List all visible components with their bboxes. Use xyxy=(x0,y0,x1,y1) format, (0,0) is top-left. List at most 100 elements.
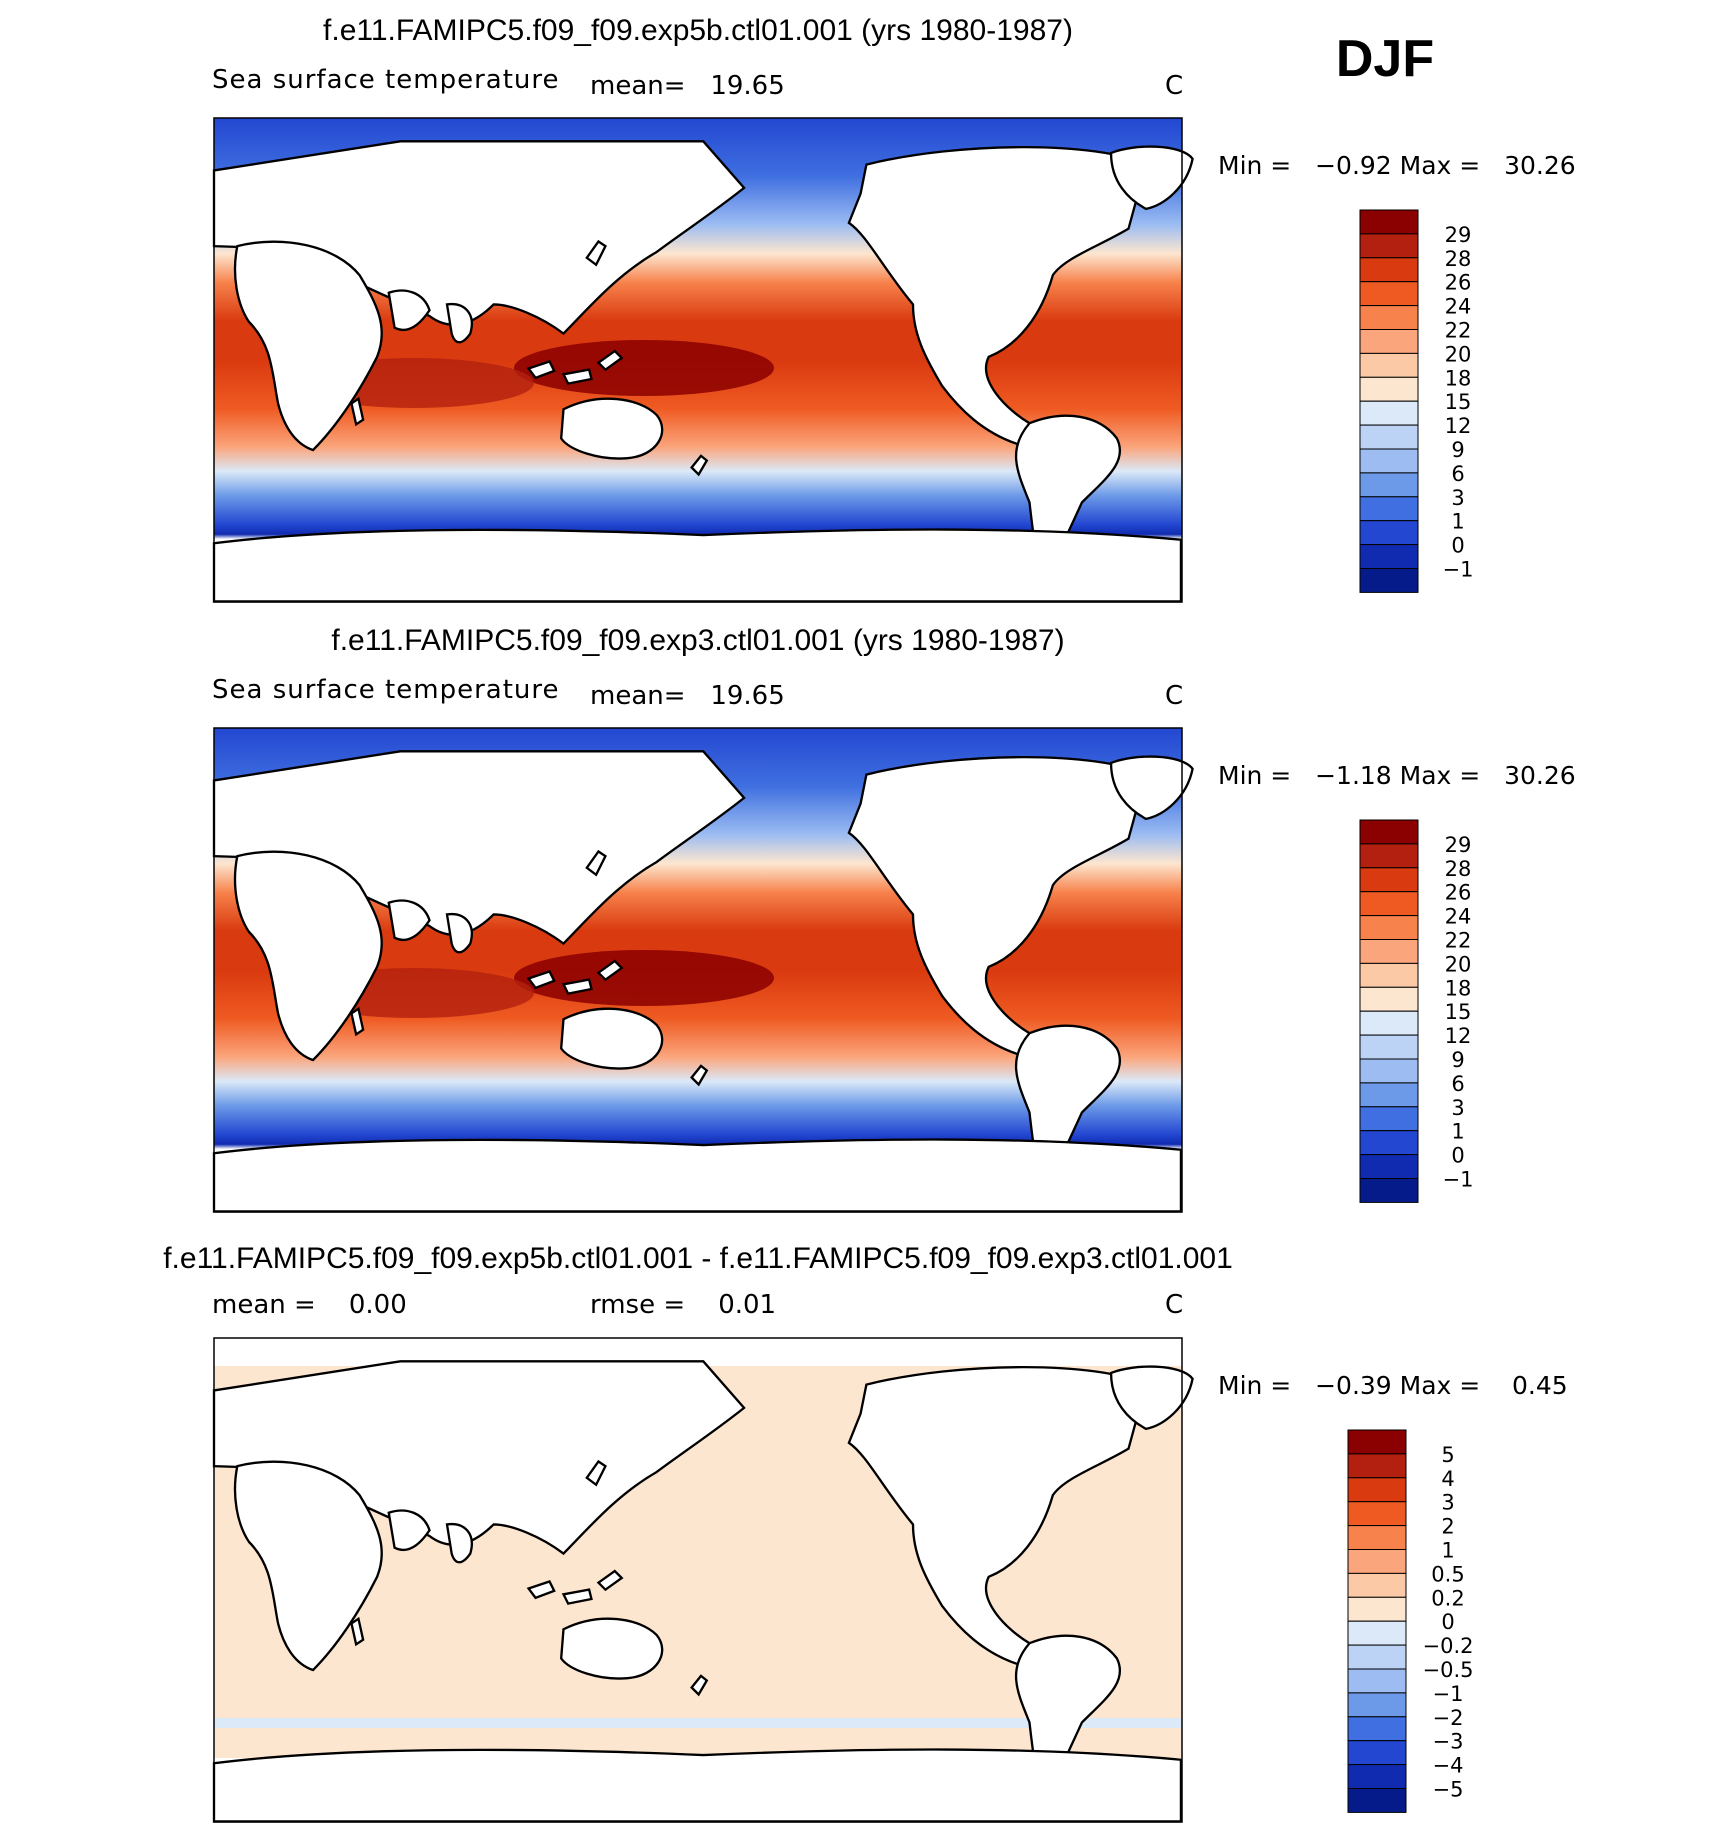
colorbar-cell xyxy=(1347,1620,1407,1646)
colorbar-cell xyxy=(1359,939,1419,964)
minmax-label: Min = −0.39 Max = 0.45 xyxy=(1218,1371,1568,1400)
colorbar-tick-label: 26 xyxy=(1445,271,1472,295)
colorbar-tick-label: 4 xyxy=(1441,1467,1454,1491)
rmse-label: rmse = 0.01 xyxy=(590,1290,776,1320)
colorbar-tick-label: −3 xyxy=(1433,1730,1464,1754)
colorbar-cell xyxy=(1359,867,1419,893)
colorbar-tick-label: 24 xyxy=(1445,295,1472,319)
colorbar-cell xyxy=(1359,305,1419,331)
mean-label: mean= 19.65 xyxy=(590,681,785,711)
colorbar-cell xyxy=(1359,257,1419,283)
minmax-label: Min = −1.18 Max = 30.26 xyxy=(1218,761,1576,790)
colorbar-cell xyxy=(1359,962,1419,988)
map-panel xyxy=(212,727,1194,1213)
colorbar-cell xyxy=(1359,496,1419,522)
colorbar-cell xyxy=(1359,520,1419,546)
colorbar-cell xyxy=(1359,1106,1419,1132)
colorbar-cell xyxy=(1347,1668,1407,1694)
colorbar-cell xyxy=(1359,1082,1419,1108)
southern-band xyxy=(214,1718,1182,1728)
colorbar-tick-label: 12 xyxy=(1445,1024,1472,1048)
map-frame xyxy=(213,727,1183,1213)
colorbar-tick-label: 0.2 xyxy=(1431,1586,1464,1610)
colorbar-tick-label: 22 xyxy=(1445,929,1472,953)
colorbar-tick-label: 15 xyxy=(1445,1000,1472,1024)
colorbar-cell xyxy=(1359,915,1419,940)
colorbar-tick-label: 3 xyxy=(1451,486,1464,510)
colorbar-cell xyxy=(1359,1058,1419,1084)
colorbar-tick-label: 20 xyxy=(1445,952,1472,976)
colorbar-tick-label: 26 xyxy=(1445,881,1472,905)
colorbar-cell xyxy=(1359,329,1419,354)
colorbar-cell xyxy=(1347,1644,1407,1670)
panel-1: f.e11.FAMIPC5.f09_f09.exp5b.ctl01.001 (y… xyxy=(212,14,1576,603)
map-frame xyxy=(213,117,1183,603)
colorbar-tick-label: 20 xyxy=(1445,342,1472,366)
colorbar-tick-label: 15 xyxy=(1445,390,1472,414)
panel-title: f.e11.FAMIPC5.f09_f09.exp3.ctl01.001 (yr… xyxy=(331,624,1064,657)
colorbar-tick-label: 6 xyxy=(1451,462,1464,486)
colorbar-tick-label: 1 xyxy=(1451,510,1464,534)
colorbar-cell xyxy=(1359,819,1419,845)
colorbar-cell xyxy=(1359,1178,1419,1203)
colorbar-tick-label: 0 xyxy=(1441,1610,1454,1634)
colorbar-cell xyxy=(1359,448,1419,474)
colorbar-tick-label: −1 xyxy=(1443,1168,1474,1192)
colorbar-tick-label: 18 xyxy=(1445,366,1472,390)
colorbar-cell xyxy=(1359,843,1419,869)
colorbar-cell xyxy=(1347,1429,1407,1455)
colorbar-cell xyxy=(1347,1477,1407,1503)
colorbar-cell xyxy=(1347,1549,1407,1574)
colorbar-cell xyxy=(1359,233,1419,259)
colorbar-cell xyxy=(1359,424,1419,450)
colorbar-cell xyxy=(1359,1130,1419,1156)
panel-title: f.e11.FAMIPC5.f09_f09.exp5b.ctl01.001 (y… xyxy=(323,14,1073,47)
units-label: C xyxy=(1165,1290,1183,1320)
colorbar-tick-label: −1 xyxy=(1443,558,1474,582)
variable-label: Sea surface temperature xyxy=(212,675,559,705)
colorbar-tick-label: −5 xyxy=(1433,1778,1464,1802)
colorbar-cell xyxy=(1347,1572,1407,1598)
colorbar-tick-label: 1 xyxy=(1451,1120,1464,1144)
colorbar-tick-label: 3 xyxy=(1451,1096,1464,1120)
colorbar-cell xyxy=(1359,472,1419,498)
colorbar-tick-label: 0 xyxy=(1451,1144,1464,1168)
colorbar-cell xyxy=(1347,1596,1407,1622)
colorbar-cell xyxy=(1359,352,1419,378)
colorbar-tick-label: 29 xyxy=(1445,223,1472,247)
units-label: C xyxy=(1165,71,1183,101)
colorbar-tick-label: 29 xyxy=(1445,833,1472,857)
colorbar-cell xyxy=(1359,376,1419,402)
colorbar-tick-label: −1 xyxy=(1433,1682,1464,1706)
colorbar-tick-label: 12 xyxy=(1445,414,1472,438)
colorbar-tick-label: 6 xyxy=(1451,1072,1464,1096)
colorbar-tick-label: 2 xyxy=(1441,1515,1454,1539)
units-label: C xyxy=(1165,681,1183,711)
colorbar-tick-label: 22 xyxy=(1445,319,1472,343)
colorbar-tick-label: 3 xyxy=(1441,1491,1454,1515)
map-frame xyxy=(213,1337,1183,1823)
colorbar-cell xyxy=(1347,1788,1407,1813)
colorbar-cell xyxy=(1359,891,1419,917)
colorbar-cell xyxy=(1359,1154,1419,1179)
mean-label: mean = 0.00 xyxy=(212,1290,407,1320)
map-panel xyxy=(212,1337,1194,1823)
colorbar-cell xyxy=(1347,1525,1407,1550)
colorbar-cell xyxy=(1347,1453,1407,1479)
colorbar-cell xyxy=(1347,1740,1407,1766)
colorbar-cell xyxy=(1347,1501,1407,1527)
colorbar-cell xyxy=(1359,986,1419,1012)
colorbar-cell xyxy=(1347,1716,1407,1742)
colorbar-cell xyxy=(1347,1764,1407,1789)
colorbar-tick-label: 28 xyxy=(1445,857,1472,881)
panel-2: f.e11.FAMIPC5.f09_f09.exp3.ctl01.001 (yr… xyxy=(212,624,1576,1213)
colorbar-tick-label: 0.5 xyxy=(1431,1562,1464,1586)
colorbar-cell xyxy=(1359,568,1419,593)
mean-label: mean= 19.65 xyxy=(590,71,785,101)
colorbar-tick-label: −2 xyxy=(1433,1706,1464,1730)
colorbar-tick-label: 24 xyxy=(1445,905,1472,929)
minmax-label: Min = −0.92 Max = 30.26 xyxy=(1218,151,1576,180)
colorbar-tick-label: −0.2 xyxy=(1423,1634,1474,1658)
